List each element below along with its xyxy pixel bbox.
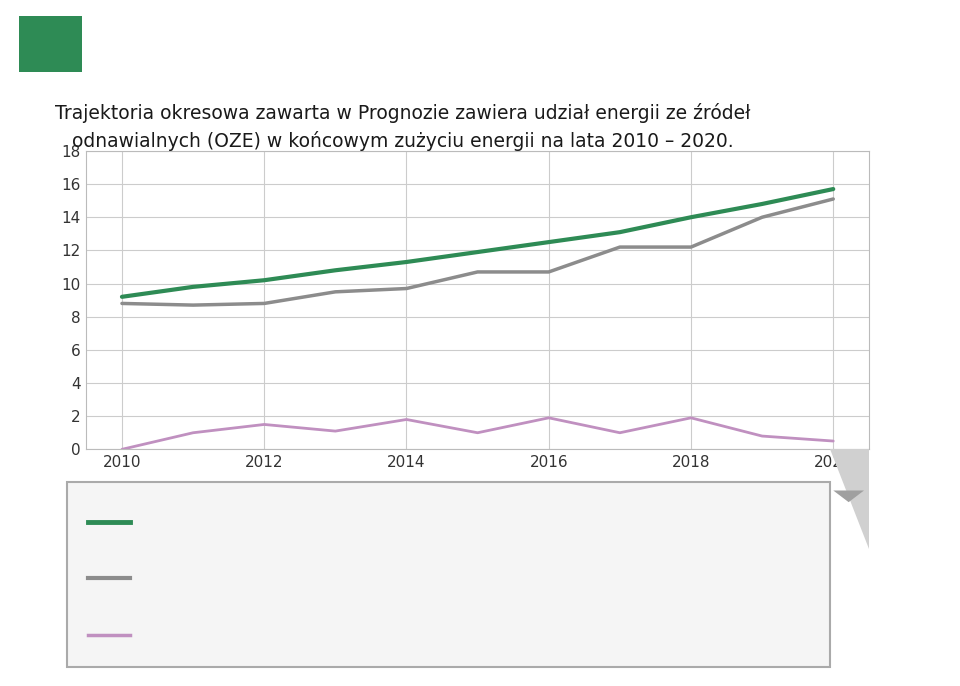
Text: zakładana nadwyżka [%]: zakładana nadwyżka [%] (139, 628, 322, 643)
Text: Trajektoria okresowa zawarta w Prognozie zawiera udział energii ze źródeł
odnawi: Trajektoria okresowa zawarta w Prognozie… (56, 102, 751, 152)
Text: zakładany udział energii pochodzącej z OZE [%]: zakładany udział energii pochodzącej z O… (139, 514, 491, 530)
Text: minimalny udział energii pochodzącej z OZE wymagany w Dyrektywie 2009/28/WE [%]: minimalny udział energii pochodzącej z O… (139, 570, 777, 585)
